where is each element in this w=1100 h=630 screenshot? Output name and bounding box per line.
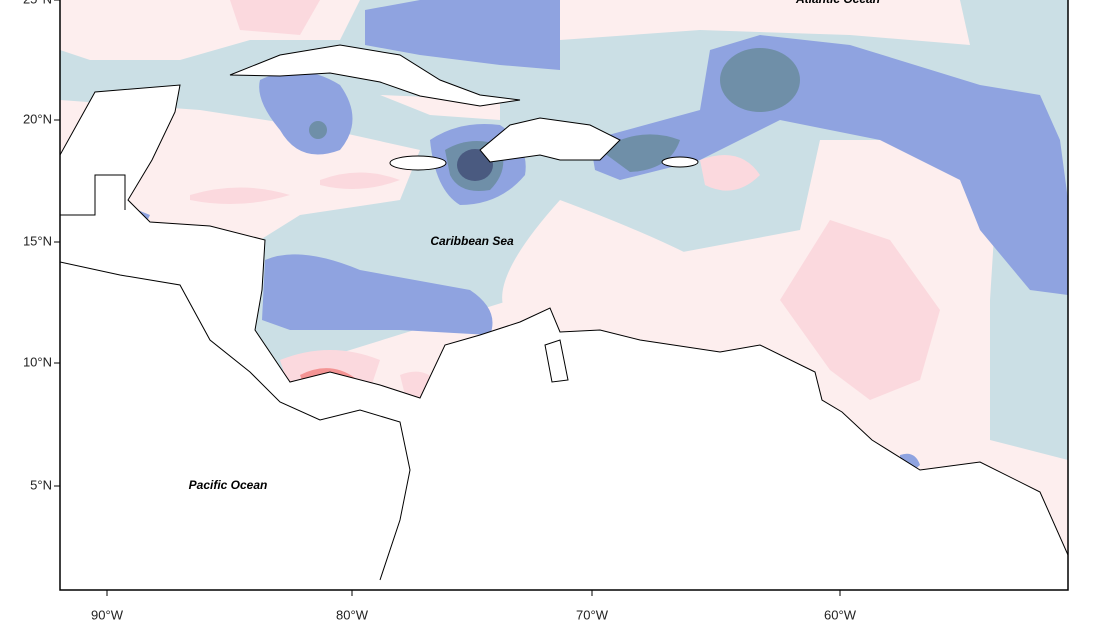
ocean-label: Pacific Ocean [189, 478, 268, 492]
lon-tick-label: 80°W [336, 607, 369, 622]
lat-tick-label: 25°N [23, 0, 52, 6]
lat-tick-label: 10°N [23, 354, 52, 369]
lon-tick-label: 60°W [824, 607, 857, 622]
lon-tick-label: 90°W [91, 607, 124, 622]
lat-tick-label: 15°N [23, 233, 52, 248]
anomaly-field [60, 0, 1068, 590]
map-frame [59, 0, 1069, 591]
ocean-label: Caribbean Sea [430, 234, 514, 248]
lat-tick-label: 5°N [30, 477, 52, 492]
ocean-label: Atlantic Ocean [795, 0, 880, 6]
lat-tick-label: 20°N [23, 111, 52, 126]
lon-tick-label: 70°W [576, 607, 609, 622]
